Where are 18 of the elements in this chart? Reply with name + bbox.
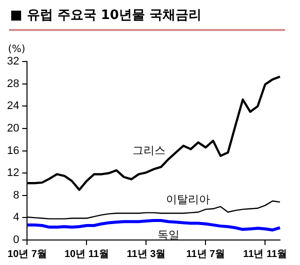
y-tick-label: 12 bbox=[6, 167, 20, 180]
x-tick-label: 11년 3월 bbox=[126, 248, 166, 260]
x-tick-label: 11년 11월 bbox=[243, 248, 288, 260]
y-tick-label: 0 bbox=[13, 234, 20, 246]
x-tick-label: 10년 7월 bbox=[8, 248, 47, 260]
x-tick-label: 11년 7월 bbox=[186, 248, 226, 260]
chart-title: ■ 유럽 주요국 10년물 국채금리 bbox=[10, 7, 202, 24]
y-tick-label: 20 bbox=[6, 122, 20, 135]
x-tick-label: 10년 11월 bbox=[64, 248, 109, 260]
y-tick-label: 24 bbox=[6, 100, 20, 112]
y-tick-label: 28 bbox=[6, 78, 20, 90]
y-tick-label: 8 bbox=[13, 189, 20, 202]
y-tick-label: 16 bbox=[6, 144, 20, 157]
y-tick-label: 32 bbox=[6, 56, 20, 68]
y-tick-label: 4 bbox=[13, 212, 20, 224]
y-axis-title: (%) bbox=[8, 44, 26, 55]
series-label: 이탈리아 bbox=[166, 192, 210, 206]
series-label: 그리스 bbox=[132, 144, 166, 157]
